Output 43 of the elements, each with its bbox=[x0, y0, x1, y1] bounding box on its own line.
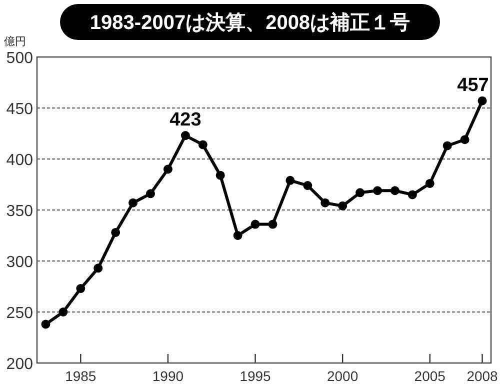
point bbox=[320, 198, 330, 208]
point bbox=[373, 186, 382, 196]
point bbox=[163, 164, 172, 174]
x-tick-label: 2005 bbox=[414, 368, 446, 384]
point bbox=[180, 131, 190, 140]
x-tick-label: 2008 bbox=[466, 368, 498, 384]
point bbox=[41, 320, 50, 329]
point bbox=[478, 96, 487, 106]
annotation: 423 bbox=[170, 110, 202, 131]
y-tick-label: 300 bbox=[6, 254, 34, 271]
point bbox=[216, 170, 225, 180]
annotation: 457 bbox=[457, 74, 489, 96]
x-tick-label: 1995 bbox=[240, 368, 272, 384]
chart-title: 1983-2007は決算、2008は補正１号 bbox=[90, 11, 410, 34]
point bbox=[233, 231, 242, 240]
point bbox=[198, 140, 208, 150]
y-tick-label: 500 bbox=[6, 50, 34, 67]
point bbox=[94, 264, 103, 273]
point bbox=[303, 181, 312, 190]
y-tick-label: 400 bbox=[6, 152, 34, 169]
y-tick-label: 250 bbox=[6, 305, 34, 322]
point bbox=[286, 176, 295, 185]
y-tick-label: 350 bbox=[6, 203, 34, 220]
y-axis-title: 億円 bbox=[4, 35, 26, 48]
point bbox=[111, 228, 120, 237]
point bbox=[146, 189, 155, 198]
point bbox=[76, 284, 86, 294]
x-tick-label: 1990 bbox=[152, 368, 184, 384]
point bbox=[390, 186, 400, 196]
point bbox=[425, 178, 434, 188]
point bbox=[250, 220, 260, 229]
point bbox=[408, 190, 417, 200]
point bbox=[442, 141, 452, 150]
point bbox=[460, 135, 470, 144]
y-tick-label: 450 bbox=[6, 101, 34, 118]
x-tick-label: 1985 bbox=[65, 368, 96, 384]
point bbox=[128, 198, 138, 208]
point bbox=[338, 201, 348, 210]
y-tick-label: 200 bbox=[6, 356, 34, 373]
point bbox=[268, 220, 278, 229]
point bbox=[356, 188, 365, 198]
x-tick-label: 2000 bbox=[327, 368, 358, 384]
point bbox=[58, 308, 68, 316]
